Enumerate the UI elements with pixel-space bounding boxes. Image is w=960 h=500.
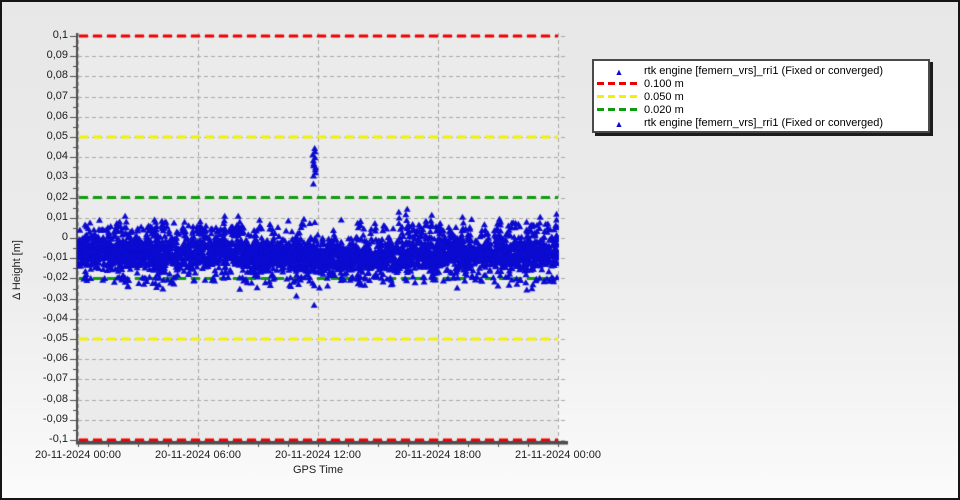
dash-line-icon (597, 107, 641, 111)
y-tick-label: 0,01 (46, 210, 68, 223)
legend-item-label: rtk engine [femern_vrs]_rri1 (Fixed or c… (644, 116, 884, 129)
threshold-dash-sample-icon (594, 75, 644, 93)
legend-item-label: 0.050 m (644, 90, 684, 103)
y-tick-label: 0,1 (52, 29, 68, 41)
x-tick-label: 20-11-2024 06:00 (154, 449, 242, 461)
legend-item-label: 0.100 m (644, 77, 684, 90)
dash-line-icon (597, 94, 641, 98)
y-tick-label: -0,1 (49, 433, 68, 445)
triangle-icon: ▲ (614, 66, 624, 77)
threshold-dash-sample-icon (594, 88, 644, 106)
y-tick-label: 0,07 (46, 89, 68, 102)
x-tick-label: 21-11-2024 00:00 (514, 449, 602, 461)
legend-item[interactable]: 0.100 m (594, 77, 928, 90)
triangle-icon: ▲ (614, 118, 624, 129)
y-axis-title: Δ Height [m] (11, 240, 23, 300)
y-tick-label: -0,03 (42, 291, 68, 304)
dash-line-icon (597, 81, 641, 85)
legend: ▲ rtk engine [femern_vrs]_rri1 (Fixed or … (592, 59, 930, 133)
legend-item-label: rtk engine [femern_vrs]_rri1 (Fixed or c… (644, 64, 884, 77)
legend-item-label: 0.020 m (644, 103, 684, 116)
legend-item[interactable]: 0.050 m (594, 90, 928, 103)
y-tick-label: 0,04 (46, 150, 68, 163)
y-tick-label: -0,08 (42, 392, 68, 405)
y-tick-label: 0,09 (46, 49, 68, 62)
x-axis-title: GPS Time (292, 464, 344, 476)
y-tick-label: -0,06 (42, 352, 68, 365)
series-triangle-marker-icon: ▲ (594, 114, 644, 132)
y-tick-label: 0,08 (46, 69, 68, 82)
y-tick-label: 0 (61, 231, 68, 243)
legend-item[interactable]: ▲ rtk engine [femern_vrs]_rri1 (Fixed or … (594, 116, 928, 129)
legend-item[interactable]: 0.020 m (594, 103, 928, 116)
y-tick-label: -0,05 (42, 332, 68, 344)
y-tick-label: -0,09 (42, 412, 68, 425)
y-tick-label: -0,02 (42, 271, 68, 284)
legend-item[interactable]: ▲ rtk engine [femern_vrs]_rri1 (Fixed or … (594, 64, 928, 77)
series-triangle-marker-icon: ▲ (594, 62, 644, 80)
y-tick-label: -0,04 (42, 311, 68, 324)
y-tick-label: 0,06 (46, 109, 68, 122)
x-tick-label: 20-11-2024 00:00 (34, 449, 122, 461)
y-tick-label: -0,01 (42, 251, 68, 264)
threshold-dash-sample-icon (594, 101, 644, 119)
y-tick-label: 0,05 (46, 130, 68, 142)
x-tick-label: 20-11-2024 12:00 (274, 449, 362, 461)
y-tick-label: -0,07 (42, 372, 68, 385)
x-tick-label: 20-11-2024 18:00 (394, 449, 482, 461)
y-tick-label: 0,03 (46, 170, 68, 183)
y-tick-label: 0,02 (46, 190, 68, 203)
